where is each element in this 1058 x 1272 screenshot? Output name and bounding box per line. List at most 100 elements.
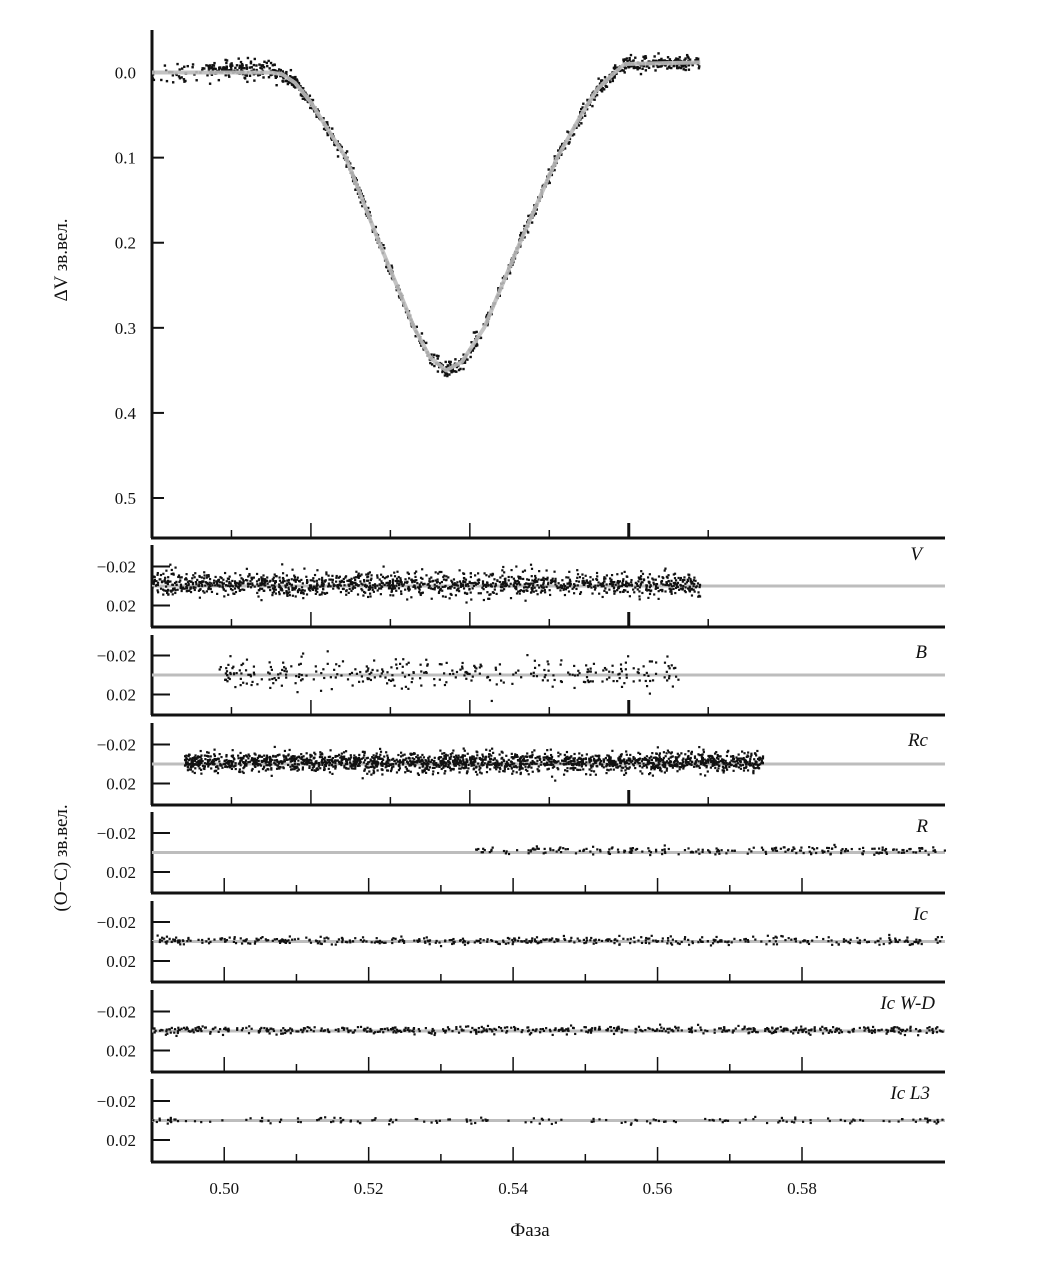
data-point xyxy=(207,762,210,766)
data-point xyxy=(288,591,291,594)
data-point xyxy=(617,582,620,585)
data-point xyxy=(489,593,492,596)
data-point xyxy=(433,353,436,356)
data-point xyxy=(344,151,347,155)
data-point xyxy=(662,765,665,768)
data-point xyxy=(732,760,735,763)
data-point xyxy=(203,577,206,580)
data-point xyxy=(707,761,710,764)
data-point xyxy=(459,367,462,371)
data-point xyxy=(594,773,597,776)
data-point xyxy=(339,591,343,594)
data-point xyxy=(273,677,276,680)
data-point xyxy=(606,768,609,771)
data-point xyxy=(316,582,319,585)
data-point xyxy=(263,754,266,757)
data-point xyxy=(436,580,439,583)
data-point xyxy=(449,769,452,772)
data-point xyxy=(474,666,477,669)
data-point xyxy=(670,751,674,754)
data-point xyxy=(464,584,468,587)
data-point xyxy=(711,763,714,766)
data-point xyxy=(397,579,400,583)
data-point xyxy=(422,764,425,767)
data-point xyxy=(191,770,194,773)
data-point xyxy=(655,661,658,664)
data-point xyxy=(274,592,277,595)
data-point xyxy=(454,358,457,361)
data-point xyxy=(457,757,460,760)
data-point xyxy=(319,751,322,754)
data-point xyxy=(397,583,401,587)
data-point xyxy=(658,754,661,757)
data-point xyxy=(220,764,223,767)
data-point xyxy=(603,589,606,592)
data-point xyxy=(526,578,529,581)
data-point xyxy=(500,757,503,760)
data-point xyxy=(672,587,675,591)
data-point xyxy=(444,755,447,758)
data-point xyxy=(207,67,211,70)
data-point xyxy=(223,66,227,69)
data-point xyxy=(365,757,368,760)
data-point xyxy=(445,366,448,369)
data-point xyxy=(258,763,262,766)
data-point xyxy=(176,588,179,591)
data-point xyxy=(432,770,435,773)
data-point xyxy=(680,766,683,769)
data-point xyxy=(225,580,228,583)
data-point xyxy=(403,675,407,678)
data-point xyxy=(301,766,305,769)
data-point xyxy=(473,759,477,762)
data-point xyxy=(234,762,237,765)
data-point xyxy=(199,580,202,584)
data-point xyxy=(542,756,545,759)
data-point xyxy=(213,753,216,756)
data-point xyxy=(285,574,288,577)
data-point xyxy=(567,761,570,764)
data-point xyxy=(612,587,616,590)
data-point xyxy=(205,576,208,579)
data-point xyxy=(539,763,542,766)
data-point xyxy=(329,761,332,765)
data-point xyxy=(195,761,198,764)
data-point xyxy=(602,581,605,585)
data-point xyxy=(638,679,641,682)
data-point xyxy=(353,754,356,757)
data-point xyxy=(417,757,420,760)
data-point xyxy=(608,755,611,758)
data-point xyxy=(380,764,383,767)
data-point xyxy=(694,59,697,62)
data-point xyxy=(509,763,512,766)
data-point xyxy=(446,765,450,769)
data-point xyxy=(255,761,258,764)
data-point xyxy=(626,767,629,770)
data-point xyxy=(415,325,418,329)
data-point xyxy=(603,580,606,583)
data-point xyxy=(386,581,390,584)
data-point xyxy=(281,70,284,73)
data-point xyxy=(426,583,429,586)
data-point xyxy=(647,596,650,599)
data-point xyxy=(242,771,245,775)
data-point xyxy=(185,573,188,576)
data-point xyxy=(493,578,496,581)
data-point xyxy=(453,586,456,589)
data-point xyxy=(372,772,375,775)
data-point xyxy=(639,770,642,773)
data-point xyxy=(518,592,521,595)
data-point xyxy=(682,757,685,760)
data-point xyxy=(416,761,419,764)
data-point xyxy=(567,671,570,674)
data-point xyxy=(305,761,308,764)
data-point xyxy=(461,667,464,670)
data-point xyxy=(200,768,203,771)
data-point xyxy=(552,674,555,677)
data-point xyxy=(522,590,525,593)
data-point xyxy=(599,582,602,585)
data-point xyxy=(337,576,340,579)
data-point xyxy=(167,580,170,583)
data-point xyxy=(483,583,487,586)
data-point xyxy=(241,64,244,67)
data-point xyxy=(353,759,356,763)
